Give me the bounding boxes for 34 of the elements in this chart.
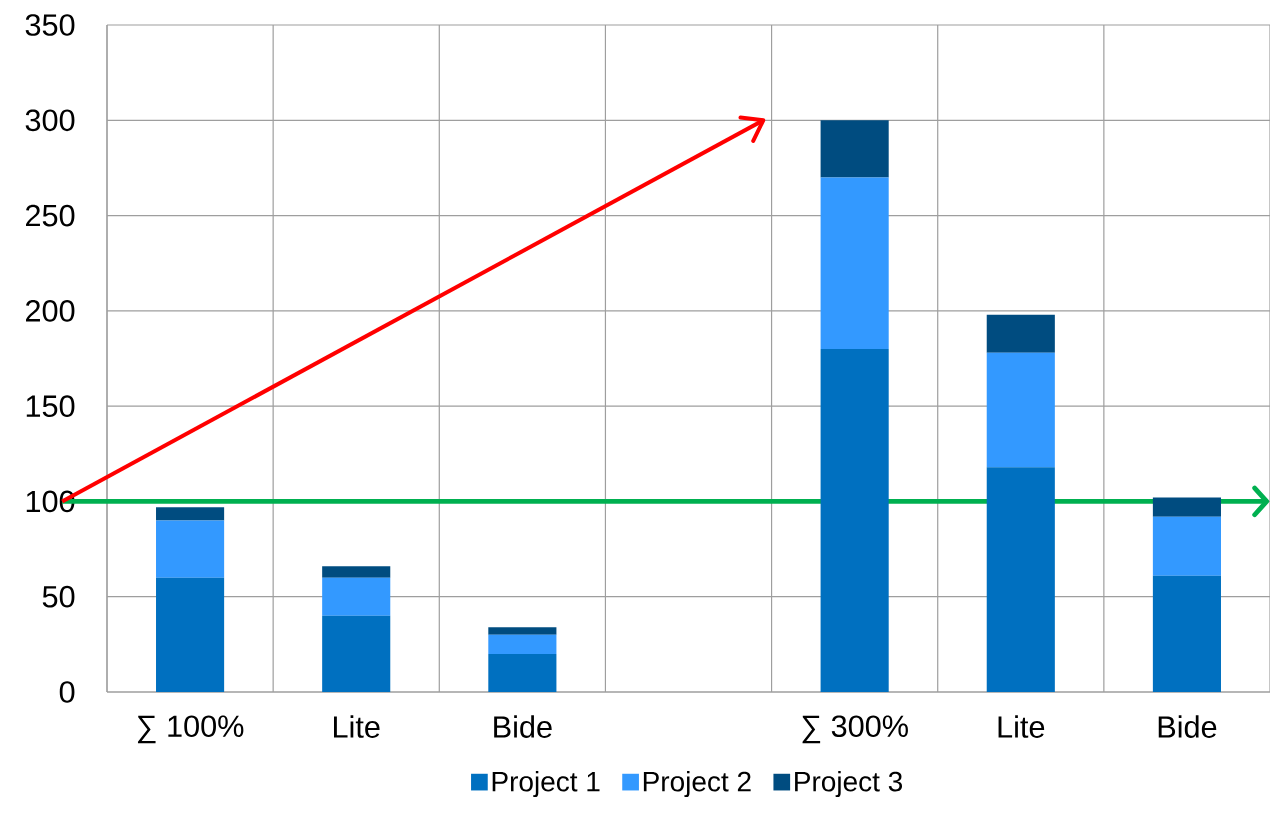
bar — [986, 352, 1055, 468]
bar — [322, 615, 391, 692]
bar — [488, 653, 557, 692]
y-tick-label: 200 — [26, 300, 75, 322]
bar — [820, 177, 889, 349]
legend-label: Project 1 — [492, 770, 600, 798]
y-tick-label: 50 — [42, 585, 75, 608]
x-tick-label: Bide — [1158, 715, 1217, 738]
bar — [986, 467, 1055, 692]
bar — [986, 314, 1055, 353]
y-tick-label: 0 — [59, 681, 75, 703]
bar — [1152, 575, 1221, 692]
x-tick-label: ∑ 100% — [137, 715, 244, 744]
bar — [820, 348, 889, 692]
x-tick-label: Lite — [998, 715, 1045, 738]
bar — [820, 120, 889, 178]
legend-label: Project 2 — [643, 770, 751, 798]
y-tick-label: 250 — [26, 204, 75, 227]
bar — [1152, 497, 1221, 517]
y-tick-label: 150 — [26, 395, 75, 417]
x-tick-label: ∑ 300% — [802, 715, 908, 744]
bar — [156, 577, 225, 692]
bar — [156, 507, 225, 521]
bar — [322, 566, 391, 578]
legend-label: Project 3 — [795, 770, 903, 798]
bar — [1152, 516, 1221, 576]
x-tick-label: Lite — [334, 715, 380, 738]
bar — [488, 634, 557, 654]
bar — [156, 520, 225, 578]
x-tick-label: Bide — [494, 715, 552, 738]
bar — [488, 627, 557, 635]
y-tick-label: 300 — [25, 109, 75, 132]
y-tick-label: 350 — [25, 14, 75, 36]
bar — [322, 577, 391, 616]
